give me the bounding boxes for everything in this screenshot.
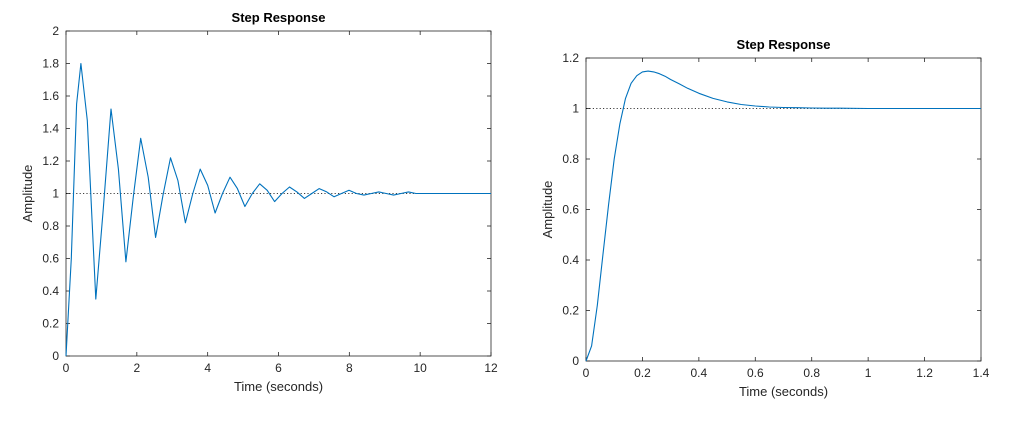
- chart-2: 0 0.2 0.4 0.6 0.8 1 1.2 1.4 0 0.2 0.4 0.6 0.8 1 1.2 Ste…: [540, 37, 990, 399]
- x-tick-label: 0: [583, 366, 590, 380]
- x-tick-label: 0.2: [634, 366, 651, 380]
- x-axis-label: Time (seconds): [234, 379, 323, 394]
- y-axis-label: Amplitude: [540, 181, 555, 239]
- step-response-line: [65, 62, 491, 357]
- x-tick-label: 2: [133, 361, 140, 375]
- chart-title: Step Response: [737, 37, 831, 52]
- x-tick-label: 4: [204, 361, 211, 375]
- x-tick-label: 12: [484, 361, 498, 375]
- y-tick-label: 0.8: [562, 152, 579, 166]
- x-tick-label: 0.4: [691, 366, 708, 380]
- x-tick-label: 1.4: [973, 366, 990, 380]
- x-tick-label: 1.2: [916, 366, 933, 380]
- x-tick-label: 8: [346, 361, 353, 375]
- y-tick-label: 1.2: [562, 51, 579, 65]
- x-tick-label: 10: [413, 361, 427, 375]
- step-response-line: [585, 70, 981, 362]
- y-tick-label: 1: [52, 187, 59, 201]
- y-tick-label: 1.2: [42, 154, 59, 168]
- chart-1: 0 2 4 6 8 10 12 0 0.2 0.4 0.6 0.8 1 1.2 1.4 1.6 1.8 2 Step…: [20, 10, 498, 394]
- y-tick-label: 1: [572, 102, 579, 116]
- x-tick-label: 0: [63, 361, 70, 375]
- plot-area: [585, 57, 982, 362]
- y-tick-label: 0.8: [42, 219, 59, 233]
- y-tick-label: 1.8: [42, 57, 59, 71]
- y-tick-label: 0.6: [42, 252, 59, 266]
- y-tick-label: 0.2: [42, 317, 59, 331]
- y-tick-label: 1.4: [42, 122, 59, 136]
- x-tick-label: 1: [865, 366, 872, 380]
- chart-title: Step Response: [232, 10, 326, 25]
- x-tick-label: 0.6: [747, 366, 764, 380]
- y-tick-label: 0.4: [562, 253, 579, 267]
- x-tick-label: 0.8: [803, 366, 820, 380]
- y-axis-label: Amplitude: [20, 165, 35, 223]
- y-tick-label: 1.6: [42, 89, 59, 103]
- y-tick-label: 0.2: [562, 304, 579, 318]
- y-tick-label: 0: [572, 354, 579, 368]
- y-tick-label: 0: [52, 349, 59, 363]
- x-tick-label: 6: [275, 361, 282, 375]
- y-tick-label: 0.6: [562, 203, 579, 217]
- y-tick-label: 2: [52, 24, 59, 38]
- x-axis-label: Time (seconds): [739, 384, 828, 399]
- y-tick-label: 0.4: [42, 284, 59, 298]
